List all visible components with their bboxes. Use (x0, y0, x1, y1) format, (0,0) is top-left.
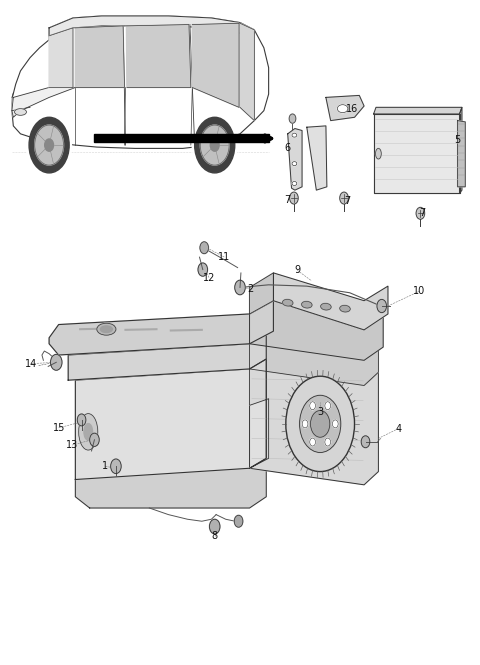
Circle shape (333, 420, 338, 428)
Circle shape (310, 402, 315, 410)
Text: 8: 8 (212, 531, 218, 541)
Text: 11: 11 (218, 252, 230, 262)
Circle shape (45, 139, 54, 151)
Polygon shape (250, 359, 269, 468)
Text: 7: 7 (285, 195, 291, 205)
Ellipse shape (337, 104, 348, 112)
Polygon shape (12, 88, 75, 117)
Polygon shape (95, 134, 269, 142)
Circle shape (195, 117, 235, 173)
Circle shape (29, 117, 69, 173)
Circle shape (200, 242, 208, 253)
Circle shape (210, 139, 219, 151)
Circle shape (35, 125, 63, 165)
Circle shape (311, 410, 330, 437)
Ellipse shape (14, 108, 26, 115)
Polygon shape (27, 145, 72, 176)
Polygon shape (192, 23, 239, 107)
Polygon shape (75, 458, 266, 508)
Polygon shape (250, 273, 274, 314)
Ellipse shape (282, 299, 293, 306)
Text: 7: 7 (344, 196, 350, 206)
Polygon shape (12, 16, 269, 148)
Polygon shape (373, 114, 459, 194)
Circle shape (416, 207, 425, 219)
Text: 15: 15 (52, 423, 65, 433)
Circle shape (235, 280, 245, 295)
Circle shape (198, 263, 207, 276)
Polygon shape (274, 273, 388, 330)
Polygon shape (457, 120, 465, 187)
Ellipse shape (97, 323, 116, 335)
Text: 13: 13 (66, 440, 78, 450)
Text: 7: 7 (419, 208, 425, 218)
Polygon shape (49, 28, 73, 88)
Ellipse shape (321, 303, 331, 310)
Text: 12: 12 (203, 273, 215, 283)
Circle shape (50, 354, 62, 370)
Circle shape (209, 519, 220, 534)
Ellipse shape (301, 301, 312, 308)
Ellipse shape (292, 133, 297, 137)
Text: 5: 5 (454, 136, 460, 146)
Polygon shape (192, 145, 237, 176)
Text: 1: 1 (102, 462, 108, 471)
Polygon shape (75, 359, 266, 479)
Circle shape (340, 192, 348, 204)
Circle shape (377, 299, 386, 313)
Circle shape (286, 376, 355, 471)
Circle shape (325, 438, 331, 446)
Polygon shape (373, 107, 462, 114)
Ellipse shape (375, 148, 381, 159)
Circle shape (234, 515, 243, 527)
Text: 4: 4 (396, 424, 401, 434)
Polygon shape (250, 301, 383, 360)
Circle shape (200, 125, 229, 165)
Text: 9: 9 (294, 265, 300, 275)
Polygon shape (250, 359, 378, 485)
Ellipse shape (100, 326, 112, 332)
Circle shape (325, 402, 331, 410)
Circle shape (289, 192, 298, 204)
Text: 3: 3 (317, 407, 323, 417)
Text: 10: 10 (413, 287, 425, 297)
Ellipse shape (340, 305, 350, 312)
Ellipse shape (84, 424, 93, 440)
Polygon shape (459, 107, 462, 194)
Text: 2: 2 (247, 284, 253, 294)
Text: 6: 6 (285, 144, 291, 154)
Ellipse shape (292, 182, 297, 186)
Circle shape (302, 420, 308, 428)
Polygon shape (307, 126, 327, 190)
Polygon shape (49, 301, 274, 355)
Polygon shape (75, 26, 124, 88)
Circle shape (111, 459, 121, 473)
Polygon shape (49, 16, 254, 39)
Circle shape (289, 114, 296, 123)
Polygon shape (326, 95, 364, 120)
Circle shape (300, 395, 341, 452)
Ellipse shape (79, 414, 98, 450)
Circle shape (90, 433, 99, 446)
Polygon shape (240, 23, 254, 120)
Circle shape (361, 436, 370, 448)
Circle shape (77, 414, 86, 426)
Polygon shape (250, 334, 378, 386)
Text: 16: 16 (346, 104, 358, 114)
Polygon shape (288, 128, 302, 190)
Circle shape (310, 438, 315, 446)
Ellipse shape (292, 162, 297, 166)
Text: 14: 14 (25, 358, 37, 368)
Polygon shape (68, 334, 266, 380)
Polygon shape (126, 25, 191, 88)
